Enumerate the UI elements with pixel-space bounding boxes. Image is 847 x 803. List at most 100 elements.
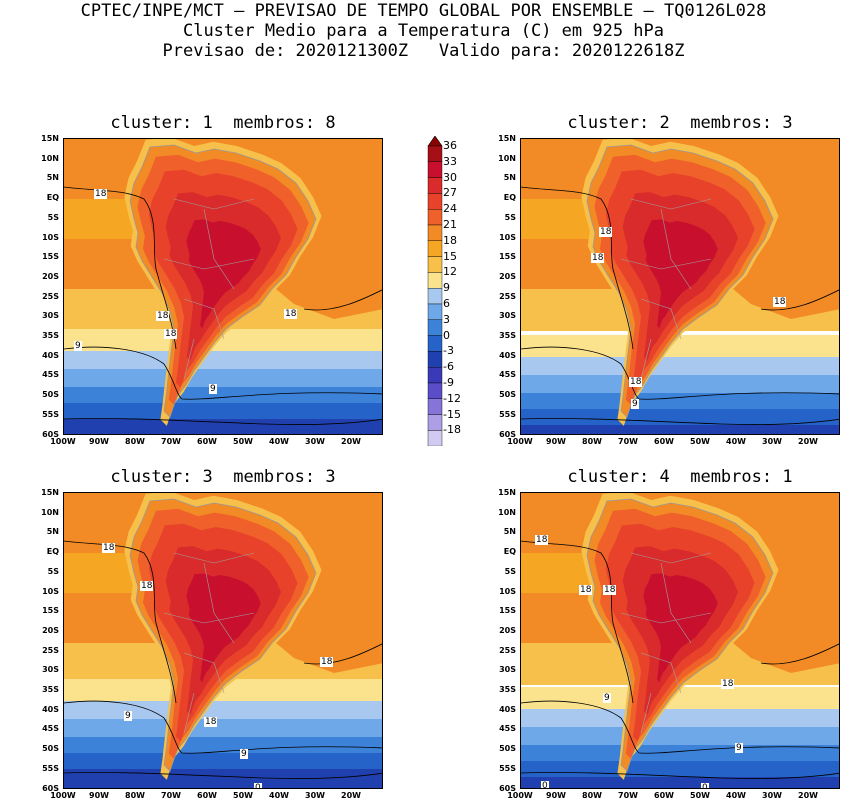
lat-tick-label: 25S xyxy=(499,645,516,655)
lat-tick-label: 5S xyxy=(47,566,59,576)
colorbar-segment xyxy=(427,177,443,194)
lat-tick-label: 20S xyxy=(499,625,516,635)
contour-label: 9 xyxy=(603,693,611,703)
lon-tick-label: 70W xyxy=(161,437,181,446)
colorbar-segment xyxy=(427,193,443,210)
contour-label: 18 xyxy=(320,657,334,667)
colorbar-segment xyxy=(427,382,443,400)
colorbar-segment xyxy=(427,240,443,257)
lat-tick-label: EQ xyxy=(503,547,516,557)
lat-tick-label: 10S xyxy=(499,232,516,242)
panel-3-map: 18 18 18 18 9 9 0 xyxy=(63,492,383,789)
country-border xyxy=(163,612,255,624)
contour-label: 18 xyxy=(164,329,178,339)
contour-label: 18 xyxy=(599,227,613,237)
lat-tick-label: 15N xyxy=(41,134,59,143)
lon-tick-label: 50W xyxy=(233,437,253,446)
ocean-band xyxy=(521,727,839,747)
isotherm-contour xyxy=(521,700,839,754)
colorbar-label: 9 xyxy=(443,281,450,295)
country-border xyxy=(640,298,682,340)
lon-tick-label: 20W xyxy=(341,437,361,446)
contour-label: 9 xyxy=(209,384,217,394)
coastline xyxy=(129,144,317,418)
lat-tick-label: 30S xyxy=(499,311,516,321)
ocean-band xyxy=(521,357,839,377)
lon-tick-label: 50W xyxy=(690,791,710,800)
ocean-band xyxy=(64,419,382,434)
lat-tick-label: 35S xyxy=(42,685,59,694)
country-border xyxy=(173,552,255,564)
lon-tick-label: 20W xyxy=(798,791,818,800)
colorbar-segment xyxy=(427,287,443,305)
ocean-band xyxy=(521,761,839,779)
contour-label: 0 xyxy=(541,781,549,789)
colorbar-segment xyxy=(427,398,443,415)
panel-4-map: 18 18 18 18 9 9 0 0 xyxy=(520,492,840,789)
lat-tick-label: 35S xyxy=(499,685,516,694)
lon-tick-label: 60W xyxy=(654,791,674,800)
ocean-band xyxy=(521,709,839,729)
contour-label: 18 xyxy=(102,543,116,553)
lat-tick-label: 40S xyxy=(499,350,516,360)
contour-label: 9 xyxy=(124,711,132,721)
lat-tick-label: 10N xyxy=(498,507,516,517)
lat-tick-label: 30S xyxy=(42,665,59,675)
lat-tick-label: 15S xyxy=(499,252,516,262)
colorbar-label: 3 xyxy=(443,312,450,326)
colorbar-label: 0 xyxy=(443,328,450,342)
colorbar-label: -18 xyxy=(443,423,461,437)
country-border xyxy=(173,198,255,210)
lat-tick-label: 10S xyxy=(42,232,59,242)
ocean-band xyxy=(64,387,382,405)
temperature-map-3 xyxy=(64,493,382,788)
lat-tick-label: 55S xyxy=(499,409,516,419)
lat-tick-label: 15N xyxy=(498,488,516,497)
lat-tick-label: 5S xyxy=(47,212,59,222)
ocean-band xyxy=(64,351,382,371)
lon-tick-label: 80W xyxy=(125,791,145,800)
panel-3-title: cluster: 3 membros: 3 xyxy=(110,467,336,487)
ocean-band xyxy=(64,737,382,755)
colorbar-label: 6 xyxy=(443,297,450,310)
ocean-band xyxy=(64,701,382,721)
title-line-1: CPTEC/INPE/MCT – PREVISAO DE TEMPO GLOBA… xyxy=(80,1,767,21)
lon-tick-label: 90W xyxy=(546,791,566,800)
lat-tick-label: 50S xyxy=(42,390,59,400)
lat-tick-label: 45S xyxy=(499,370,516,380)
colorbar-top-arrow xyxy=(427,136,443,147)
isotherm-contour xyxy=(521,346,839,400)
lat-tick-label: 20S xyxy=(42,625,59,635)
lat-tick-label: EQ xyxy=(46,193,59,203)
lat-tick-label: 20S xyxy=(42,271,59,281)
lat-tick-label: 20S xyxy=(499,271,516,281)
contour-label: 18 xyxy=(629,377,643,387)
contour-label: 9 xyxy=(74,341,82,351)
colorbar-segment xyxy=(427,272,443,289)
lon-tick-label: 90W xyxy=(89,791,109,800)
ocean-band xyxy=(64,719,382,739)
contour-label: 18 xyxy=(535,535,549,545)
temperature-map-4 xyxy=(521,493,839,788)
isotherm-contour xyxy=(303,643,382,665)
colorbar-segment xyxy=(427,430,443,446)
lon-tick-label: 30W xyxy=(762,791,782,800)
ocean-band xyxy=(521,409,839,427)
ocean-band xyxy=(521,335,839,359)
lon-tick-label: 40W xyxy=(726,791,746,800)
lat-tick-label: 5N xyxy=(503,173,516,183)
lon-tick-label: 50W xyxy=(690,437,710,446)
lat-tick-label: 40S xyxy=(42,704,59,714)
contour-label: 18 xyxy=(94,189,108,199)
colorbar-segment xyxy=(427,161,443,178)
lon-tick-label: 80W xyxy=(125,437,145,446)
ocean-band xyxy=(521,745,839,763)
colorbar-label: 21 xyxy=(443,218,457,231)
lat-tick-label: 40S xyxy=(499,704,516,714)
country-border xyxy=(183,298,225,340)
lat-tick-label: 60S xyxy=(42,783,59,793)
country-border xyxy=(163,258,255,270)
contour-label: 18 xyxy=(603,585,617,595)
isotherm-contour xyxy=(64,346,382,400)
lat-tick-label: 15S xyxy=(499,606,516,616)
